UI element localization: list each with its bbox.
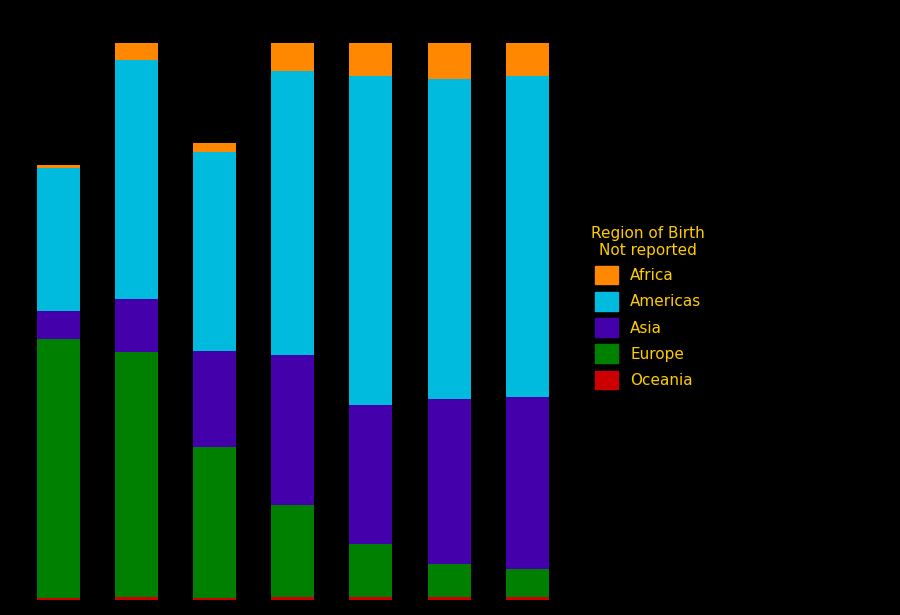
Bar <box>349 405 392 544</box>
Bar <box>271 43 314 71</box>
Legend: Africa, Americas, Asia, Europe, Oceania: Africa, Americas, Asia, Europe, Oceania <box>583 218 713 397</box>
Bar <box>506 397 549 569</box>
Bar <box>506 76 549 397</box>
Bar <box>428 79 471 399</box>
Bar <box>114 43 158 60</box>
Bar <box>37 311 79 339</box>
Bar <box>37 339 79 598</box>
Bar <box>349 76 392 405</box>
Bar <box>114 299 158 352</box>
Bar <box>349 597 392 600</box>
Bar <box>193 143 236 153</box>
Bar <box>37 165 79 168</box>
Bar <box>114 352 158 597</box>
Bar <box>506 43 549 76</box>
Bar <box>506 597 549 600</box>
Bar <box>428 399 471 564</box>
Bar <box>428 564 471 597</box>
Bar <box>114 597 158 600</box>
Bar <box>349 43 392 76</box>
Bar <box>193 447 236 598</box>
Bar <box>428 597 471 600</box>
Bar <box>37 168 79 311</box>
Bar <box>37 598 79 600</box>
Bar <box>193 153 236 351</box>
Bar <box>193 598 236 600</box>
Bar <box>271 355 314 506</box>
Bar <box>506 569 549 597</box>
Bar <box>349 544 392 597</box>
Bar <box>271 506 314 597</box>
Bar <box>271 71 314 355</box>
Bar <box>428 43 471 79</box>
Bar <box>193 351 236 447</box>
Bar <box>114 60 158 299</box>
Bar <box>271 597 314 600</box>
